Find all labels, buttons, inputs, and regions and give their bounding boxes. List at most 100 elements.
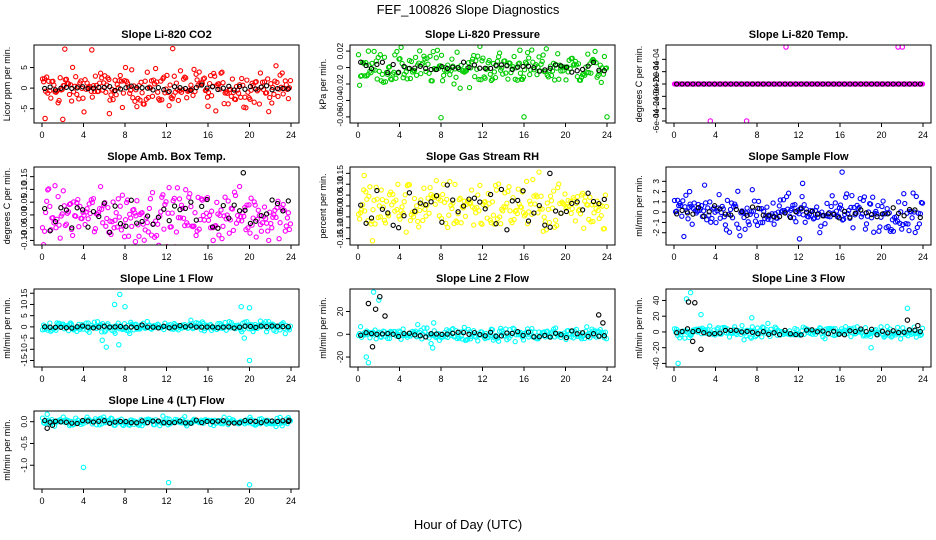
panel-2: Slope Li-820 Pressure kPa per min. 0 4 8 12 16…	[318, 29, 616, 140]
point-raw	[584, 324, 590, 330]
point-raw	[421, 185, 427, 191]
point-raw	[183, 75, 189, 81]
point-raw	[286, 85, 293, 91]
point-mean	[161, 420, 167, 426]
point-raw	[60, 414, 66, 420]
point-mean	[482, 206, 488, 212]
y-tick-label: -15	[19, 354, 29, 367]
point-raw	[513, 207, 519, 214]
point-raw	[464, 336, 471, 343]
point-raw	[275, 421, 281, 427]
point-mean	[236, 83, 243, 90]
point-mean	[401, 213, 407, 219]
point-raw	[356, 216, 363, 222]
point-raw	[134, 103, 140, 110]
point-mean	[85, 224, 91, 230]
point-raw	[415, 218, 421, 225]
point-raw	[377, 214, 383, 220]
point-raw	[543, 227, 549, 233]
point-raw	[127, 330, 133, 337]
point-mean	[112, 87, 118, 94]
y-tick-label: 5	[19, 65, 29, 70]
point-raw	[236, 183, 243, 190]
point-raw	[374, 76, 380, 82]
y-tick-label: -6e-04	[651, 108, 661, 133]
point-raw	[539, 206, 545, 212]
point-raw	[842, 211, 848, 218]
point-mean	[220, 202, 226, 209]
point-raw	[476, 208, 482, 214]
point-raw	[232, 96, 239, 103]
point-raw	[240, 82, 246, 88]
point-raw	[257, 70, 264, 76]
point-raw	[432, 201, 438, 207]
point-raw-outlier	[521, 114, 527, 120]
y-axis-label: Licor ppm per min.	[2, 47, 12, 122]
point-raw	[793, 219, 799, 225]
point-raw	[132, 98, 138, 104]
point-mean	[520, 63, 526, 70]
point-raw	[810, 216, 817, 222]
point-raw	[585, 51, 591, 57]
point-mean	[455, 65, 461, 71]
data-points	[39, 45, 294, 123]
x-tick-label: 16	[835, 252, 845, 262]
point-raw	[144, 219, 150, 226]
point-raw	[262, 319, 269, 325]
point-raw	[66, 91, 73, 98]
point-mean	[515, 64, 521, 70]
x-tick-label: 20	[560, 374, 570, 384]
point-raw	[250, 328, 256, 335]
point-mean	[722, 81, 729, 87]
y-axis-label: ml/min per min.	[318, 297, 328, 359]
point-mean	[531, 64, 537, 71]
point-raw	[916, 221, 923, 227]
point-mean	[253, 218, 259, 224]
point-raw	[374, 196, 380, 202]
point-raw	[274, 79, 280, 86]
point-raw	[222, 90, 228, 96]
point-raw	[220, 223, 226, 229]
point-mean	[547, 334, 553, 340]
point-mean	[471, 62, 478, 68]
point-raw	[544, 200, 550, 206]
point-raw	[373, 184, 379, 190]
point-raw	[592, 48, 598, 55]
point-mean-outlier	[49, 422, 56, 428]
point-mean	[574, 331, 580, 337]
point-raw	[824, 200, 830, 207]
point-raw-outlier	[868, 344, 874, 351]
point-raw	[579, 190, 586, 196]
point-mean	[684, 81, 691, 87]
point-raw	[285, 210, 292, 216]
y-tick-label: 0.00	[19, 206, 29, 223]
point-mean	[766, 81, 772, 87]
point-mean	[690, 328, 696, 335]
point-mean	[563, 64, 570, 70]
point-mean	[412, 208, 418, 214]
point-mean	[820, 213, 826, 219]
point-raw	[493, 187, 500, 193]
point-mean	[450, 64, 456, 70]
point-mean	[433, 66, 440, 73]
x-tick-label: 20	[876, 130, 886, 140]
point-raw-outlier	[80, 464, 87, 471]
point-raw	[524, 49, 531, 56]
point-mean	[52, 87, 59, 93]
point-mean	[123, 324, 129, 330]
x-tick-label: 20	[244, 374, 254, 384]
point-mean	[728, 212, 734, 218]
point-raw	[244, 77, 250, 83]
point-raw	[400, 210, 406, 216]
point-raw	[462, 213, 469, 220]
point-raw-outlier	[370, 289, 377, 295]
point-raw	[46, 186, 52, 192]
point-raw	[193, 232, 199, 239]
point-mean-outlier	[904, 317, 911, 323]
point-raw	[572, 218, 579, 224]
point-raw	[219, 69, 225, 75]
point-raw	[262, 215, 269, 222]
point-raw	[425, 195, 431, 201]
point-raw	[482, 75, 488, 81]
point-raw	[568, 210, 574, 217]
